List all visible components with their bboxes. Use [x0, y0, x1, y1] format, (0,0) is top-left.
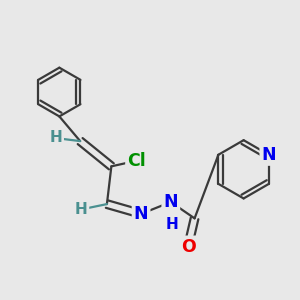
- Text: N: N: [262, 146, 276, 164]
- Text: O: O: [181, 238, 195, 256]
- Text: H: H: [166, 218, 179, 232]
- Text: N: N: [164, 193, 178, 211]
- Text: H: H: [50, 130, 62, 145]
- Text: Cl: Cl: [127, 152, 146, 170]
- Text: N: N: [134, 205, 148, 223]
- Text: H: H: [75, 202, 87, 217]
